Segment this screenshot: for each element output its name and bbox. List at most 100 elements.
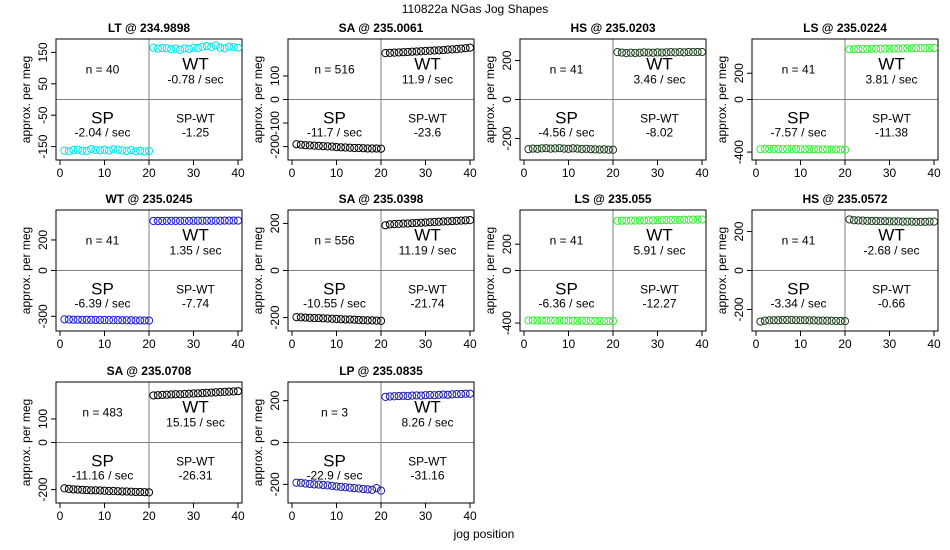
data-point (233, 43, 243, 52)
x-tick-label: 10 (330, 337, 344, 351)
data-point (461, 389, 470, 398)
panel-title: SA @ 235.0061 (339, 21, 424, 35)
x-tick-label: 10 (98, 337, 112, 351)
x-tick-label: 0 (289, 337, 296, 351)
data-point (787, 144, 796, 154)
x-tick-label: 40 (695, 337, 709, 351)
data-point (345, 143, 354, 152)
data-point (528, 144, 538, 153)
sp-rate: -4.56 / sec (538, 126, 594, 140)
data-point (78, 315, 87, 324)
data-point (301, 313, 310, 322)
wt-rate: 15.15 / sec (166, 415, 225, 429)
data-point (113, 316, 122, 325)
wt-label: WT (414, 225, 440, 244)
data-point (109, 486, 118, 496)
data-point (452, 390, 461, 399)
sp-label: SP (323, 452, 346, 471)
data-point (907, 44, 916, 53)
data-point (225, 42, 234, 51)
data-point (91, 315, 100, 325)
data-point (314, 141, 323, 150)
y-tick-label: -200 (268, 305, 282, 329)
data-point (591, 316, 600, 326)
sp-rate: -2.04 / sec (74, 126, 130, 140)
data-point (617, 216, 627, 225)
panel-2: SA @ 235.0061 0 10 20 30 40 100 0 -100-200approx… (251, 21, 477, 180)
data-point (662, 48, 671, 57)
sample-count-label: n = 483 (82, 405, 123, 419)
data-point (769, 144, 778, 154)
data-point (229, 216, 238, 225)
data-point (898, 44, 907, 53)
sp-wt-value: -12.27 (642, 297, 676, 311)
data-point (756, 317, 765, 326)
data-point (350, 484, 359, 493)
data-point (216, 388, 225, 397)
data-point (359, 316, 368, 325)
data-point (443, 390, 452, 399)
data-point (421, 46, 430, 56)
x-tick-label: 0 (753, 337, 760, 351)
data-point (211, 388, 220, 397)
data-point (889, 44, 899, 53)
x-tick-label: 0 (521, 166, 528, 180)
data-point (671, 48, 680, 57)
data-point (216, 43, 225, 52)
data-point (296, 313, 305, 322)
data-point (113, 145, 122, 154)
series-sp (292, 313, 386, 325)
data-point (827, 316, 836, 325)
data-point (95, 486, 105, 495)
sample-count-label: n = 41 (86, 233, 120, 247)
data-point (73, 315, 82, 324)
data-point (863, 44, 872, 54)
data-point (805, 145, 814, 154)
data-point (323, 481, 332, 490)
data-point (582, 144, 591, 153)
data-point (845, 215, 854, 224)
data-point (765, 316, 774, 325)
data-point (136, 146, 145, 155)
data-point (171, 44, 180, 53)
y-axis-label: approx. per meg (715, 56, 729, 143)
x-tick-label: 20 (142, 166, 156, 180)
data-point (189, 216, 198, 225)
data-point (82, 485, 91, 495)
data-point (600, 316, 609, 326)
data-point (814, 316, 823, 325)
y-tick-label: -400 (500, 311, 514, 335)
wt-rate: 11.19 / sec (399, 243, 457, 257)
data-point (225, 387, 234, 396)
series-sp (524, 144, 618, 154)
y-tick-label: -400 (732, 140, 746, 164)
data-point (769, 316, 778, 325)
data-point (425, 218, 435, 227)
data-point (202, 42, 211, 51)
data-point (198, 216, 207, 225)
data-point (680, 215, 689, 224)
series-wt (845, 215, 939, 226)
data-point (836, 145, 845, 154)
y-tick-label: 0 (268, 267, 282, 274)
y-axis-label: approx. per meg (483, 56, 497, 143)
data-point (310, 141, 319, 150)
x-tick-label: 0 (57, 509, 64, 523)
data-point (64, 484, 74, 493)
data-point (528, 316, 538, 325)
y-tick-label: 0 (36, 439, 50, 446)
series-sp (60, 315, 154, 325)
data-point (903, 44, 912, 53)
data-point (925, 43, 934, 53)
data-point (140, 316, 149, 325)
data-point (220, 216, 229, 225)
data-point (872, 216, 881, 226)
sp-wt-label: SP-WT (176, 455, 215, 469)
data-point (345, 483, 354, 492)
data-point (363, 316, 372, 325)
data-point (439, 45, 448, 55)
data-point (836, 316, 845, 326)
data-point (439, 217, 448, 226)
series-wt (613, 215, 707, 225)
